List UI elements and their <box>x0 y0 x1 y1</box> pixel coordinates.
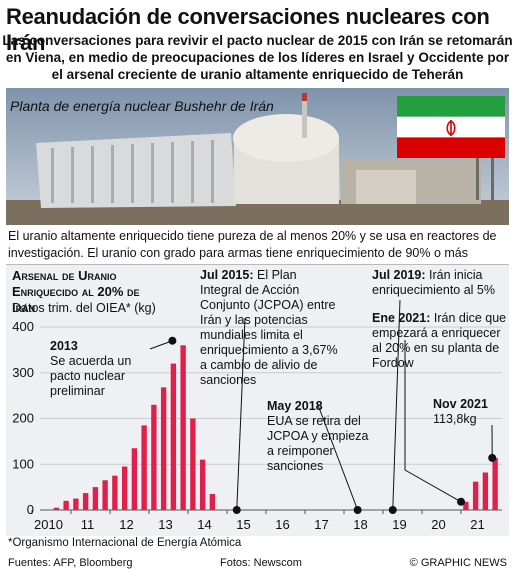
annotation-ene-2021: Ene 2021: Irán dice que empezará a enriq… <box>372 311 508 371</box>
event-marker <box>168 336 177 345</box>
chart-subtitle: Datos trim. del OIEA* (kg) <box>12 301 156 315</box>
photo-caption: Planta de energía nuclear Bushehr de Irá… <box>10 98 274 114</box>
x-tick-label: 20 <box>431 517 445 532</box>
intro-text: El uranio altamente enriquecido tiene pu… <box>8 229 497 260</box>
divider <box>6 264 509 265</box>
x-tick-label: 15 <box>236 517 250 532</box>
event-marker <box>232 506 241 514</box>
bar <box>131 448 138 510</box>
annotation-nov-2021: Nov 2021 113,8kg <box>433 397 508 427</box>
x-tick-label: 11 <box>81 517 95 532</box>
bar <box>92 487 99 510</box>
annotation-may-2018-text: EUA se retira del JCPOA y empieza a reim… <box>267 414 369 473</box>
annotation-jul-2019-head: Jul 2019: <box>372 268 426 282</box>
bar <box>121 466 128 510</box>
page-title: Reanudación de conversaciones nucleares … <box>6 4 490 55</box>
event-marker <box>388 506 397 514</box>
bar <box>209 493 216 510</box>
footnote: *Organismo Internacional de Energía Atóm… <box>8 537 242 549</box>
bar <box>199 459 206 510</box>
x-tick-label: 19 <box>392 517 406 532</box>
leader-line <box>404 340 462 503</box>
bar <box>170 363 177 510</box>
annotation-nov-2021-head: Nov 2021 <box>433 397 488 411</box>
event-marker <box>488 453 497 462</box>
x-tick-label: 12 <box>119 517 133 532</box>
bar <box>463 501 469 510</box>
sources: Fuentes: AFP, Bloomberg <box>8 557 133 569</box>
bar <box>492 457 498 510</box>
x-tick-label: 17 <box>314 517 328 532</box>
annotation-ene-2021-text: Irán dice que empezará a enriquecer al 2… <box>372 311 507 370</box>
x-tick-label: 16 <box>275 517 289 532</box>
annotation-jul-2019-text: Irán inicia enriquecimiento al 5% <box>372 268 495 297</box>
annotation-jul-2015-text: El Plan Integral de Acción Conjunto (JCP… <box>200 268 338 387</box>
bar <box>180 345 186 510</box>
y-tick-label: 100 <box>12 456 34 471</box>
annotation-jul-2019: Jul 2019: Irán inicia enriquecimiento al… <box>372 268 504 298</box>
bar <box>190 418 196 510</box>
y-tick-label: 200 <box>12 411 34 426</box>
annotation-2013-text: Se acuerda un pacto nuclear preliminar <box>50 354 132 398</box>
photo-source: Fotos: Newscom <box>220 557 302 569</box>
event-marker <box>353 506 362 514</box>
x-tick-label: 2010 <box>34 517 63 532</box>
bar <box>472 481 479 510</box>
bar <box>151 404 157 510</box>
annotation-2013-year: 2013 <box>50 339 78 353</box>
leader-line <box>317 404 359 511</box>
bar <box>482 472 489 510</box>
bar <box>141 425 147 510</box>
chart-title: Arsenal de Uranio Enriquecido al 20% de … <box>12 268 140 315</box>
x-tick-label: 13 <box>158 517 172 532</box>
iran-flag-icon <box>397 96 505 158</box>
annotation-jul-2015: Jul 2015: El Plan Integral de Acción Con… <box>200 268 340 388</box>
annotation-may-2018: May 2018 EUA se retira del JCPOA y empie… <box>267 399 377 474</box>
y-tick-label: 300 <box>12 365 34 380</box>
leader-line <box>392 299 401 511</box>
annotation-jul-2015-head: Jul 2015: <box>200 268 254 282</box>
leader-line <box>236 317 246 511</box>
annotation-ene-2021-head: Ene 2021: <box>372 311 431 325</box>
bar <box>53 507 60 510</box>
credit: © GRAPHIC NEWS <box>409 557 507 569</box>
bar <box>73 498 79 510</box>
page-subtitle: Las conversaciones para revivir el pacto… <box>2 33 513 82</box>
bar <box>63 500 69 510</box>
annotation-2013: 2013 Se acuerda un pacto nuclear prelimi… <box>50 339 165 399</box>
bar <box>112 475 118 510</box>
chart-panel <box>6 265 509 536</box>
x-tick-label: 14 <box>197 517 211 532</box>
y-tick-label: 0 <box>27 502 34 517</box>
bar <box>102 480 108 510</box>
bar <box>160 387 167 510</box>
x-tick-label: 18 <box>353 517 367 532</box>
annotation-may-2018-head: May 2018 <box>267 399 323 413</box>
y-tick-label: 400 <box>12 319 34 334</box>
bar <box>82 493 89 510</box>
annotation-nov-2021-value: 113,8kg <box>433 412 477 426</box>
x-tick-label: 21 <box>470 517 484 532</box>
event-marker <box>457 497 465 506</box>
